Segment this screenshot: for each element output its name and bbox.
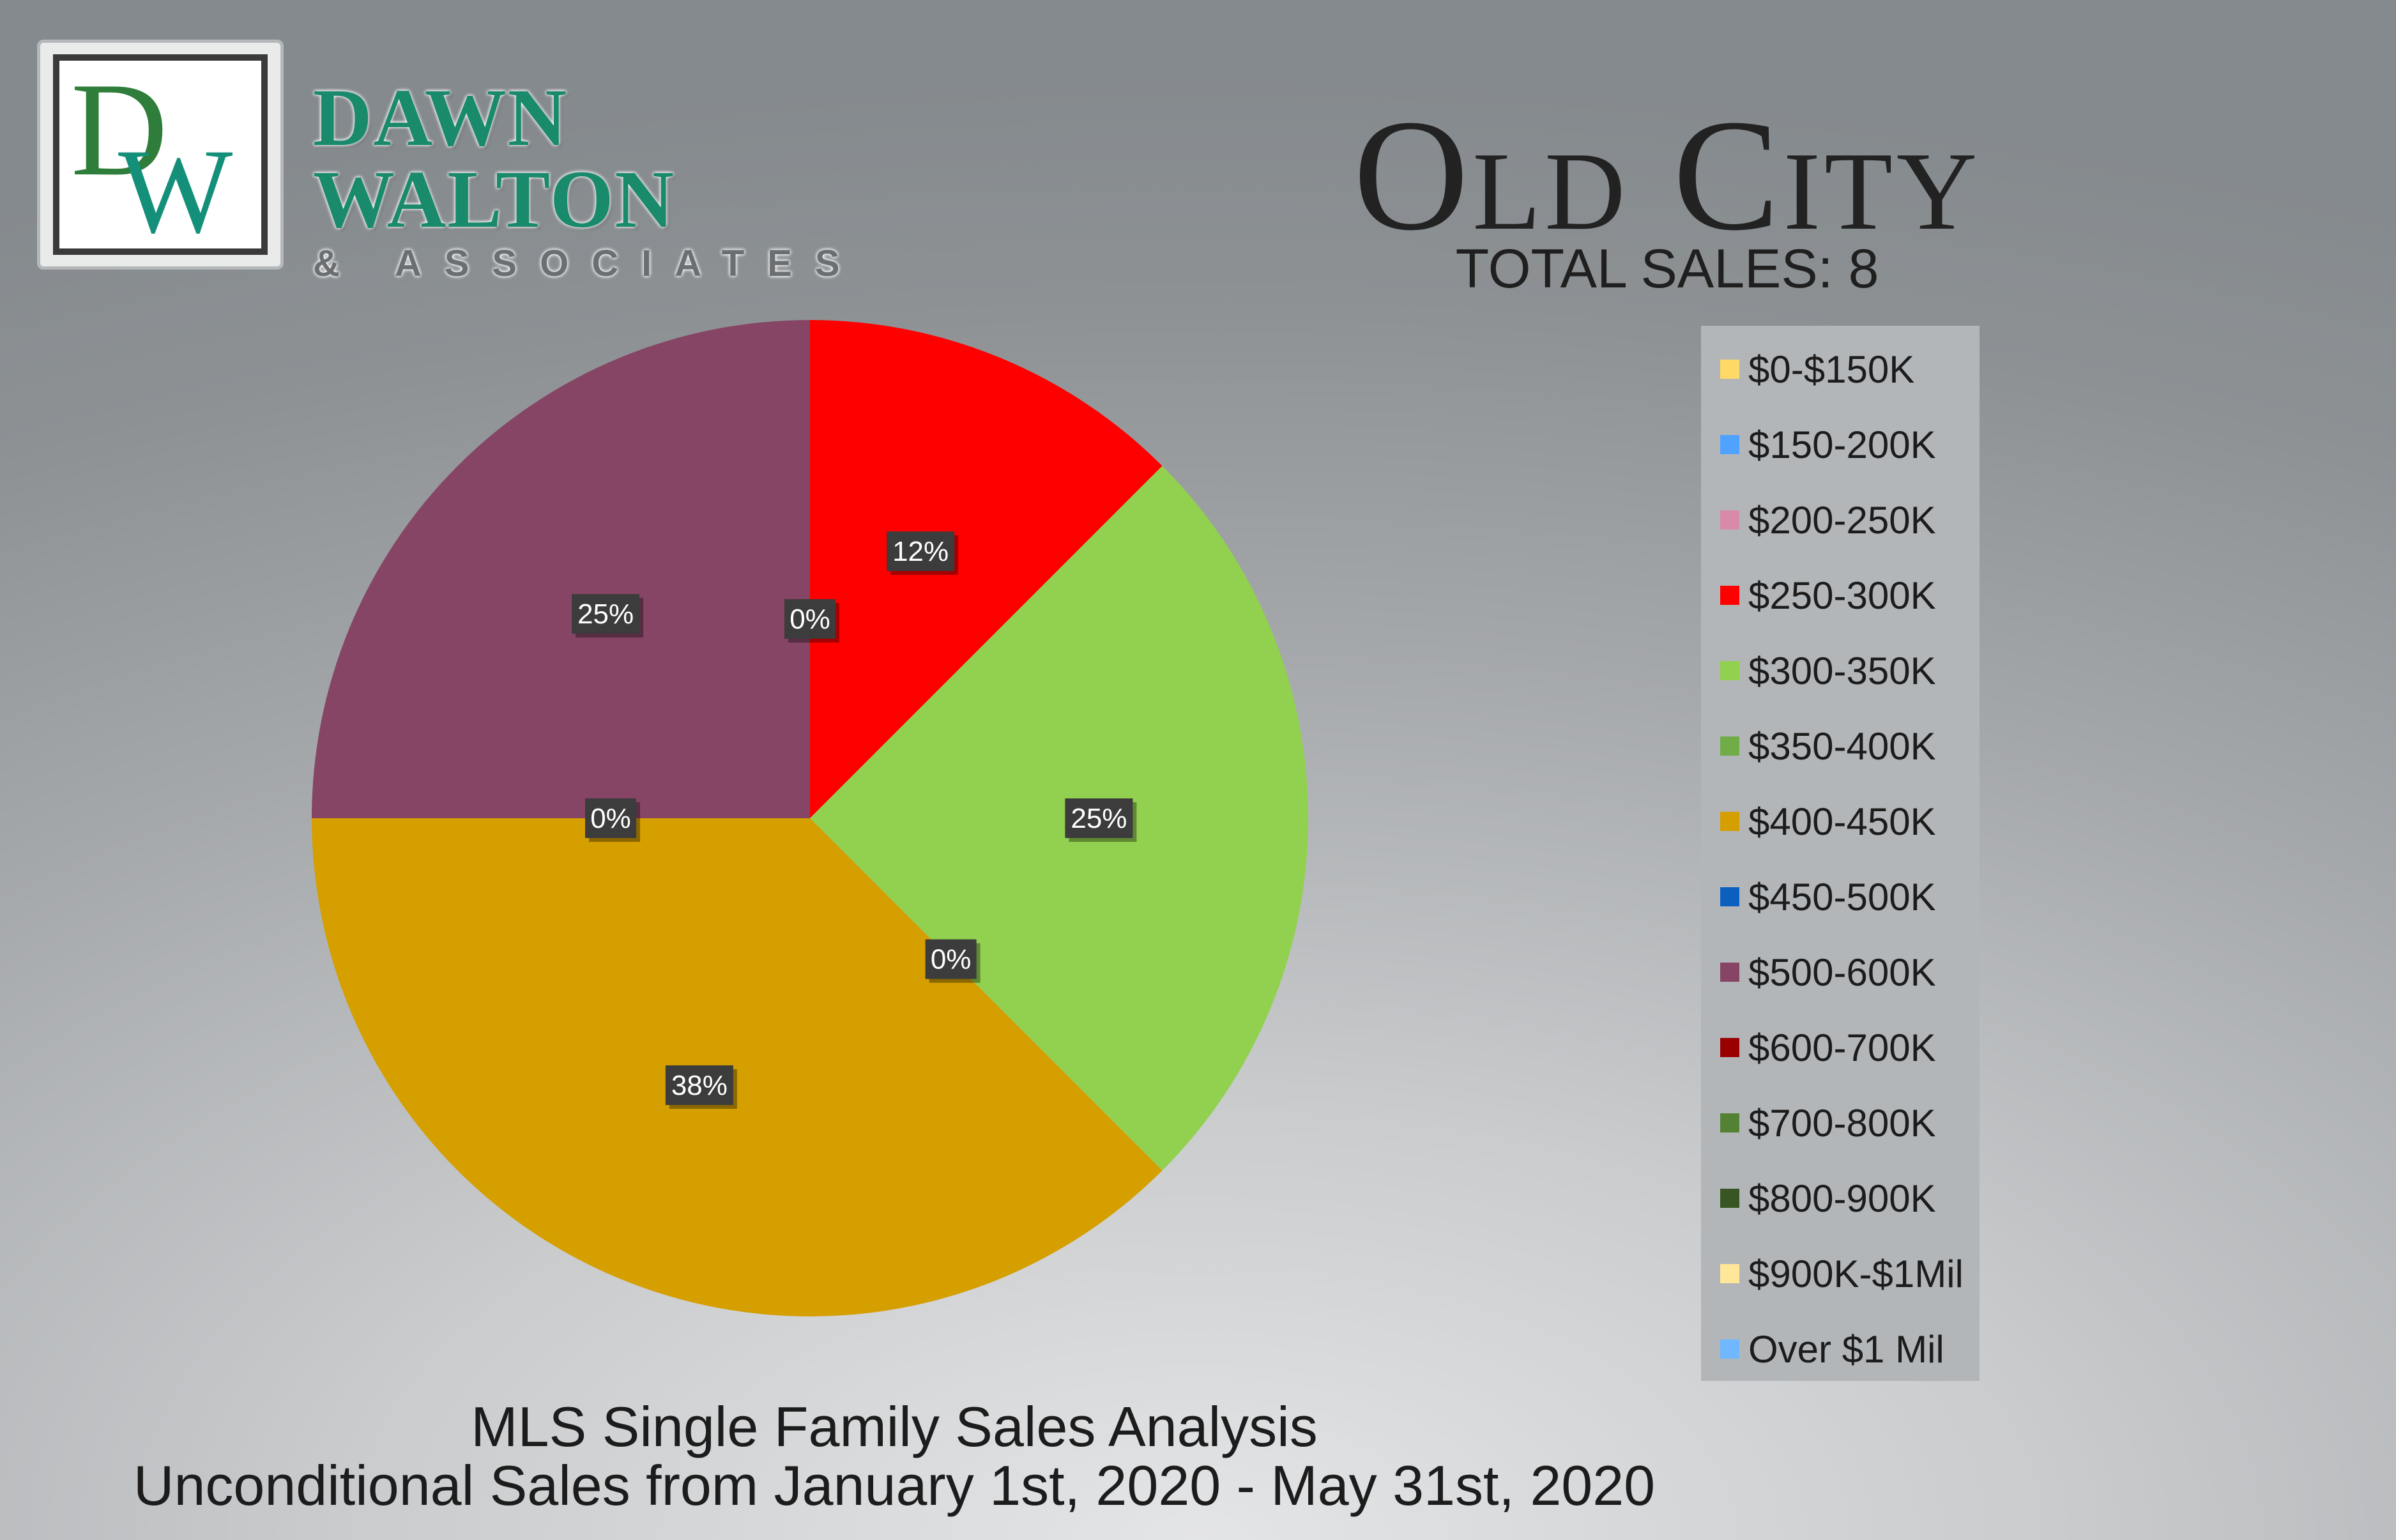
legend-swatch — [1720, 360, 1739, 379]
legend-label: $700-800K — [1748, 1101, 1936, 1145]
legend-swatch — [1720, 586, 1739, 605]
legend-item: $700-800K — [1720, 1097, 1936, 1148]
legend-label: $800-900K — [1748, 1177, 1936, 1220]
svg-text:0%: 0% — [590, 803, 631, 834]
legend-swatch — [1720, 661, 1739, 680]
legend-label: $150-200K — [1748, 423, 1936, 466]
logo-monogram: D W — [71, 61, 233, 242]
legend-swatch — [1720, 1189, 1739, 1208]
brand-tagline: & ASSOCIATES — [313, 243, 863, 284]
legend-label: Over $1 Mil — [1748, 1327, 1944, 1371]
brand-wordmark: DAWN WALTON & ASSOCIATES — [313, 77, 939, 282]
svg-text:12%: 12% — [892, 536, 949, 567]
legend-item: Over $1 Mil — [1720, 1323, 1944, 1375]
legend-label: $250-300K — [1748, 574, 1936, 617]
pie-slice — [810, 320, 1163, 818]
legend-item: $0-$150K — [1720, 344, 1914, 395]
logo-frame: D W — [53, 54, 268, 255]
svg-text:0%: 0% — [790, 604, 830, 635]
legend-label: $350-400K — [1748, 724, 1936, 768]
legend-swatch — [1720, 1264, 1739, 1283]
legend-swatch — [1720, 736, 1739, 756]
svg-text:25%: 25% — [577, 598, 634, 630]
legend-item: $350-400K — [1720, 720, 1936, 772]
legend-label: $450-500K — [1748, 875, 1936, 919]
pie-slice — [312, 320, 810, 818]
legend-item: $900K-$1Mil — [1720, 1248, 1964, 1299]
svg-text:25%: 25% — [1071, 803, 1127, 834]
data-label: 12% — [887, 531, 959, 576]
total-sales: TOTAL SALES: 8 — [1455, 238, 1879, 300]
legend-swatch — [1720, 963, 1739, 982]
legend-item: $400-450K — [1720, 796, 1936, 847]
pie-slice — [810, 466, 1308, 1171]
legend-swatch — [1720, 887, 1739, 906]
svg-text:W: W — [118, 125, 233, 242]
legend-item: $150-200K — [1720, 419, 1936, 470]
legend-label: $0-$150K — [1748, 347, 1915, 391]
svg-text:0%: 0% — [931, 944, 972, 975]
legend-swatch — [1720, 435, 1739, 454]
page-title: Old City — [1353, 87, 1981, 264]
data-label: 0% — [784, 599, 839, 643]
legend-label: $200-250K — [1748, 498, 1936, 542]
legend-item: $300-350K — [1720, 645, 1936, 696]
legend-item: $200-250K — [1720, 494, 1936, 545]
legend-swatch — [1720, 1113, 1739, 1132]
legend-item: $800-900K — [1720, 1173, 1936, 1224]
svg-text:D: D — [71, 61, 168, 204]
footer-title: MLS Single Family Sales Analysis — [471, 1395, 1318, 1458]
legend-label: $900K-$1Mil — [1748, 1252, 1964, 1295]
footer-date-range: Unconditional Sales from January 1st, 20… — [133, 1454, 1656, 1517]
legend-label: $600-700K — [1748, 1026, 1936, 1069]
brand-name: DAWN WALTON — [313, 72, 675, 245]
legend-label: $400-450K — [1748, 800, 1936, 843]
legend-item: $450-500K — [1720, 871, 1936, 922]
legend-swatch — [1720, 1339, 1739, 1359]
data-label: 0% — [585, 798, 640, 842]
data-label: 25% — [572, 594, 644, 638]
legend-swatch — [1720, 1038, 1739, 1057]
legend-item: $500-600K — [1720, 947, 1936, 998]
legend-item: $250-300K — [1720, 570, 1936, 621]
legend-swatch — [1720, 812, 1739, 831]
chart-legend: $0-$150K $150-200K $200-250K $250-300K $300-… — [1701, 326, 1980, 1381]
legend-label: $300-350K — [1748, 649, 1936, 692]
data-label: 25% — [1065, 798, 1137, 842]
data-label: 38% — [665, 1065, 737, 1109]
legend-label: $500-600K — [1748, 950, 1936, 994]
svg-text:38%: 38% — [671, 1070, 728, 1101]
data-label: 0% — [925, 939, 981, 983]
pie-slice — [312, 818, 1163, 1316]
logo: D W — [37, 40, 284, 270]
legend-item: $600-700K — [1720, 1022, 1936, 1073]
legend-swatch — [1720, 510, 1739, 530]
